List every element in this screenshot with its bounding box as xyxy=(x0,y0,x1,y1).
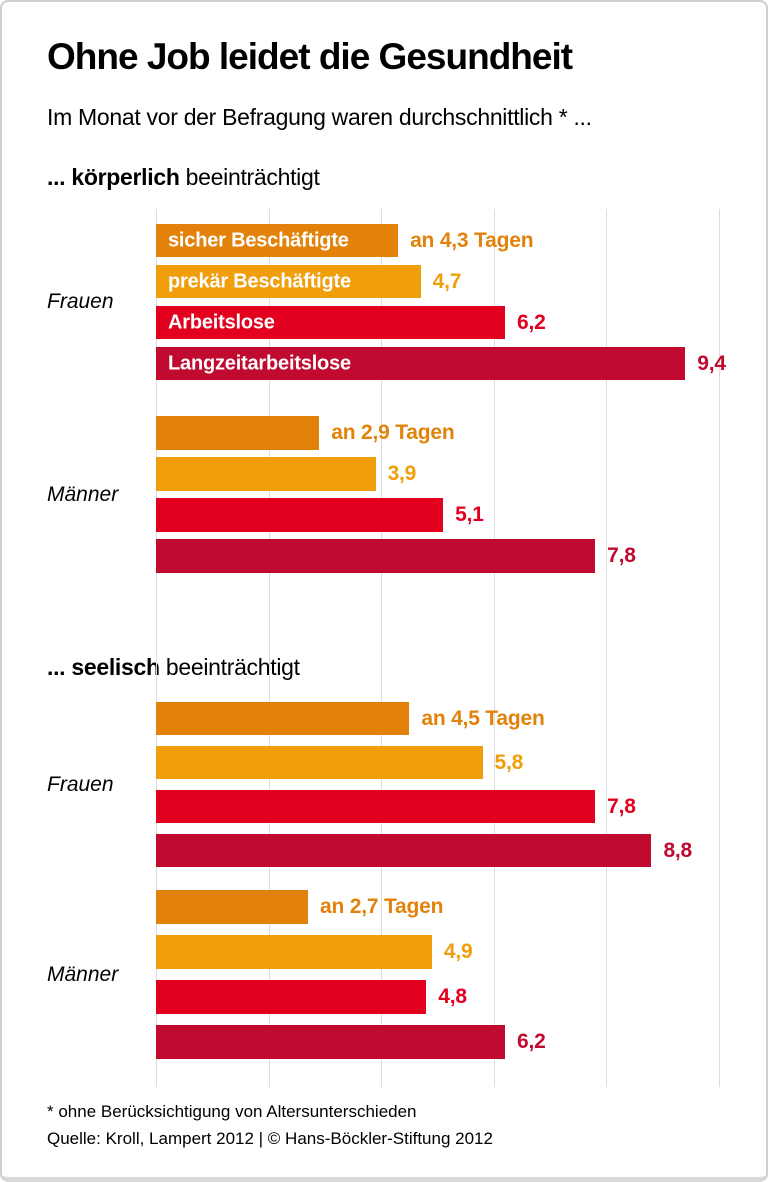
group-label: Männer xyxy=(47,962,119,986)
bar-value-label: 4,7 xyxy=(432,269,462,293)
bar xyxy=(156,790,596,823)
gridline xyxy=(381,209,383,1087)
bar-value-label: 9,4 xyxy=(697,351,726,375)
bar: Langzeitarbeitslose xyxy=(156,347,686,380)
bar xyxy=(156,416,320,450)
section-heading-rest: beeinträchtigt xyxy=(179,164,320,190)
bar: prekär Beschäftigte xyxy=(156,265,421,298)
gridline xyxy=(606,209,608,1087)
bar-value-label: an 4,3 Tagen xyxy=(410,228,534,252)
bar-value-label: 7,8 xyxy=(607,794,636,818)
page-title: Ohne Job leidet die Gesundheit xyxy=(47,36,573,77)
section-heading-koerperlich: ... körperlich beeinträchtigt xyxy=(47,164,320,191)
bar-value-label: 5,8 xyxy=(494,750,524,774)
section-heading-rest: beeinträchtigt xyxy=(159,654,300,680)
bar-value-label: 7,8 xyxy=(607,544,636,567)
bar-category-label: prekär Beschäftigte xyxy=(168,270,351,292)
bar-value-label: 4,8 xyxy=(438,985,467,1008)
section-heading-bold: ... seelisch xyxy=(47,654,160,680)
bar xyxy=(156,457,376,491)
bar-value-label: an 4,5 Tagen xyxy=(421,706,545,730)
bar-value-label: 6,2 xyxy=(517,1030,546,1053)
footnote: * ohne Berücksichtigung von Altersunters… xyxy=(47,1102,417,1121)
group-label: Männer xyxy=(47,482,119,506)
bar xyxy=(156,980,427,1014)
bar-value-label: an 2,9 Tagen xyxy=(331,421,455,444)
source-line: Quelle: Kroll, Lampert 2012 | © Hans-Böc… xyxy=(47,1129,493,1148)
bar-value-label: 5,1 xyxy=(455,503,484,526)
section-heading-seelisch: ... seelisch beeinträchtigt xyxy=(47,654,300,681)
bar xyxy=(156,746,483,779)
bar: Arbeitslose xyxy=(156,306,506,339)
bar xyxy=(156,834,652,867)
bar-category-label: sicher Beschäftigte xyxy=(168,229,349,251)
bar-value-label: 3,9 xyxy=(387,462,417,485)
gridline xyxy=(719,209,720,1087)
bar xyxy=(156,935,432,969)
bar-category-label: Langzeitarbeitslose xyxy=(168,352,351,374)
group-label: Frauen xyxy=(47,290,114,313)
section-heading-bold: ... körperlich xyxy=(47,164,180,190)
bar xyxy=(156,539,596,573)
bar xyxy=(156,1025,506,1059)
gridline xyxy=(268,209,270,1087)
bar xyxy=(156,890,308,924)
gridline xyxy=(156,209,157,1087)
bar xyxy=(156,498,444,532)
bar xyxy=(156,702,410,735)
chart-grid xyxy=(156,209,720,1087)
page-subtitle: Im Monat vor der Befragung waren durchsc… xyxy=(47,104,592,130)
bar-value-label: an 2,7 Tagen xyxy=(320,895,444,918)
bar-value-label: 6,2 xyxy=(517,310,546,334)
bar: sicher Beschäftigte xyxy=(156,224,399,257)
group-label: Frauen xyxy=(47,772,114,796)
bar-value-label: 4,9 xyxy=(443,940,473,963)
gridline xyxy=(493,209,495,1087)
bar-value-label: 8,8 xyxy=(663,838,693,862)
bar-category-label: Arbeitslose xyxy=(168,311,275,333)
